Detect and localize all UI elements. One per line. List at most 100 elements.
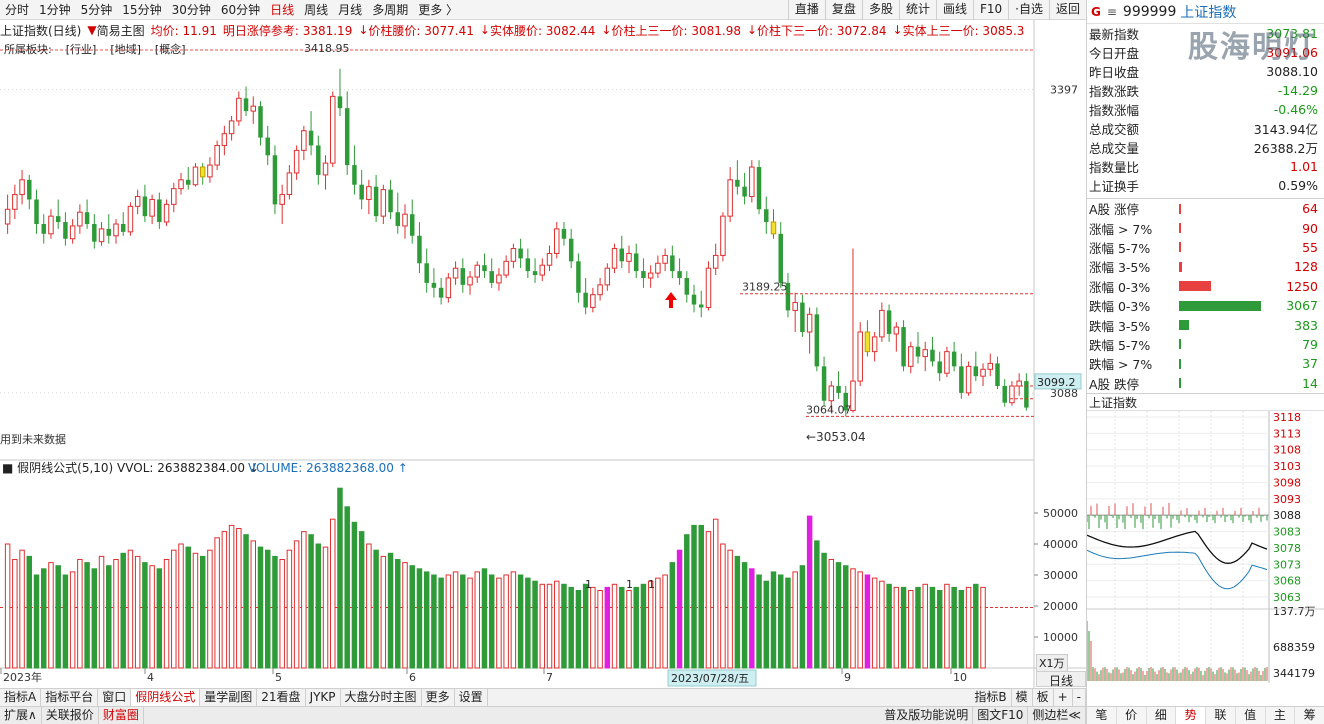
volume-bar bbox=[301, 531, 307, 669]
candle-body bbox=[207, 164, 213, 178]
volume-bar bbox=[792, 571, 798, 669]
breadth-bar bbox=[1178, 300, 1261, 311]
candle-body bbox=[460, 268, 466, 285]
tab-control[interactable]: 板 bbox=[1033, 689, 1054, 707]
mini-volume-tick: 688359 bbox=[1273, 641, 1315, 654]
indicator-tab[interactable]: 21看盘 bbox=[257, 688, 306, 707]
status-item[interactable]: 图文F10 bbox=[973, 707, 1029, 724]
period-tab[interactable]: 分时 bbox=[5, 3, 30, 17]
volume-bar bbox=[77, 559, 83, 669]
indicator-tab[interactable]: 窗口 bbox=[98, 688, 132, 707]
collapse-triangle-icon[interactable]: ▼ bbox=[87, 23, 97, 37]
period-tab[interactable]: 15分钟 bbox=[122, 3, 162, 17]
quote-row: 昨日收盘 3088.10 bbox=[1087, 62, 1324, 81]
toolbar-button[interactable]: ·自选 bbox=[1008, 0, 1049, 20]
breadth-bar-track bbox=[1177, 358, 1287, 370]
volume-bar bbox=[431, 574, 437, 669]
tab-control[interactable]: - bbox=[1073, 689, 1086, 707]
footer-tab[interactable]: 筹 bbox=[1295, 707, 1324, 724]
toolbar-button[interactable]: 直播 bbox=[787, 0, 825, 20]
candle-body bbox=[662, 254, 668, 264]
low-price-label: ←3053.04 bbox=[806, 430, 866, 444]
footer-tab[interactable]: 值 bbox=[1236, 707, 1266, 724]
body-mid-price: 实体腰价: 3082.44 bbox=[489, 23, 596, 38]
volume-bar bbox=[358, 531, 365, 669]
volume-bar bbox=[308, 534, 314, 669]
tab-control[interactable]: 指标B bbox=[970, 689, 1012, 707]
flag-icon[interactable]: G bbox=[1091, 4, 1101, 19]
status-item[interactable]: 普及版功能说明 bbox=[880, 707, 974, 724]
period-tab[interactable]: 1分钟 bbox=[39, 3, 71, 17]
candle-body bbox=[871, 336, 878, 353]
mini-index-line bbox=[1087, 530, 1268, 564]
status-item[interactable]: 侧边栏≪ bbox=[1028, 707, 1086, 724]
candle-body bbox=[756, 167, 762, 210]
period-tab[interactable]: 多周期 bbox=[372, 3, 409, 17]
volume-bar bbox=[134, 555, 141, 669]
period-tab[interactable]: 周线 bbox=[304, 3, 329, 17]
candle-body bbox=[655, 262, 661, 274]
volume-bar bbox=[525, 577, 531, 669]
period-tab[interactable]: 更多 〉 bbox=[418, 3, 459, 17]
period-tab[interactable]: 月线 bbox=[338, 3, 363, 17]
footer-tab[interactable]: 势 bbox=[1176, 707, 1206, 724]
candle-body bbox=[915, 346, 921, 357]
volume-bar bbox=[886, 583, 892, 669]
candle-body bbox=[286, 172, 293, 196]
candle-body bbox=[98, 228, 105, 243]
tab-control[interactable]: + bbox=[1054, 689, 1073, 707]
period-tab[interactable]: 日线 bbox=[270, 3, 295, 17]
intraday-mini-chart[interactable]: 3118 3113 3108 3103 3098 3093 3088 3083 3078 3073… bbox=[1087, 410, 1324, 683]
indicator-tab[interactable]: 指标平台 bbox=[41, 688, 99, 707]
mini-volume-tick: 344179 bbox=[1273, 667, 1315, 680]
footer-tab[interactable]: 主 bbox=[1266, 707, 1296, 724]
candle-body bbox=[705, 267, 712, 308]
status-item[interactable]: 扩展∧ bbox=[0, 706, 42, 724]
status-item[interactable]: 财富圈 bbox=[99, 706, 144, 724]
up-arrow-icon bbox=[665, 292, 677, 308]
date-tick-label: 7 bbox=[546, 671, 553, 684]
indicator-tab[interactable]: 大盘分时主图 bbox=[341, 688, 422, 707]
indicator-tab[interactable]: 设置 bbox=[455, 688, 488, 707]
toolbar-button[interactable]: 统计 bbox=[898, 0, 936, 20]
date-tick-label: 9 bbox=[844, 671, 851, 684]
candle-body bbox=[908, 346, 914, 367]
period-tab[interactable]: 30分钟 bbox=[171, 3, 211, 17]
candlestick-chart[interactable]: 339730883099.25000040000300002000010000 … bbox=[0, 20, 1086, 688]
volume-bar bbox=[951, 586, 957, 669]
footer-tab[interactable]: 细 bbox=[1147, 707, 1177, 724]
toolbar-button[interactable]: 画线 bbox=[935, 0, 973, 20]
period-tab[interactable]: 60分钟 bbox=[220, 3, 261, 17]
candle-body bbox=[452, 267, 459, 279]
indicator-tab[interactable]: 指标A bbox=[0, 688, 42, 707]
footer-tab[interactable]: 联 bbox=[1206, 707, 1236, 724]
toolbar-button[interactable]: 多股 bbox=[861, 0, 899, 20]
theme-label[interactable]: 简易主图 bbox=[96, 23, 145, 38]
candle-body bbox=[995, 363, 1000, 386]
sector-row: 所属板块: [行业] [地域] [概念] bbox=[4, 41, 434, 57]
volume-bar bbox=[893, 586, 900, 669]
current-price-label: 3099.2 bbox=[1037, 376, 1076, 389]
status-item[interactable]: 关联报价 bbox=[42, 706, 99, 724]
date-axis-mode[interactable]: 日线 bbox=[1036, 671, 1086, 688]
indicator-tab[interactable]: 更多 bbox=[422, 688, 455, 707]
volume-bar bbox=[19, 549, 25, 669]
indicator-tab[interactable]: 假阴线公式 bbox=[131, 688, 201, 707]
indicator-tab[interactable]: 量学副图 bbox=[200, 688, 258, 707]
mini-price-tick: 3078 bbox=[1273, 542, 1301, 555]
menu-icon[interactable]: ≡ bbox=[1106, 4, 1117, 19]
candle-body bbox=[63, 222, 68, 239]
indicator-tab[interactable]: JYKP bbox=[306, 688, 341, 707]
quote-value: 3073.81 bbox=[1266, 26, 1318, 41]
toolbar-button[interactable]: 复盘 bbox=[824, 0, 862, 20]
volume-bar bbox=[98, 555, 105, 669]
mini-price-tick: 3118 bbox=[1273, 411, 1301, 424]
footer-tab[interactable]: 价 bbox=[1117, 707, 1147, 724]
footer-tab[interactable]: 笔 bbox=[1087, 707, 1117, 724]
period-tab[interactable]: 5分钟 bbox=[80, 3, 113, 17]
candle-body bbox=[424, 263, 429, 283]
toolbar-button[interactable]: F10 bbox=[972, 0, 1008, 20]
quote-row: 今日开盘 3091.06 bbox=[1087, 43, 1324, 62]
tab-control[interactable]: 模 bbox=[1012, 689, 1033, 707]
toolbar-button[interactable]: 返回 bbox=[1048, 0, 1086, 20]
